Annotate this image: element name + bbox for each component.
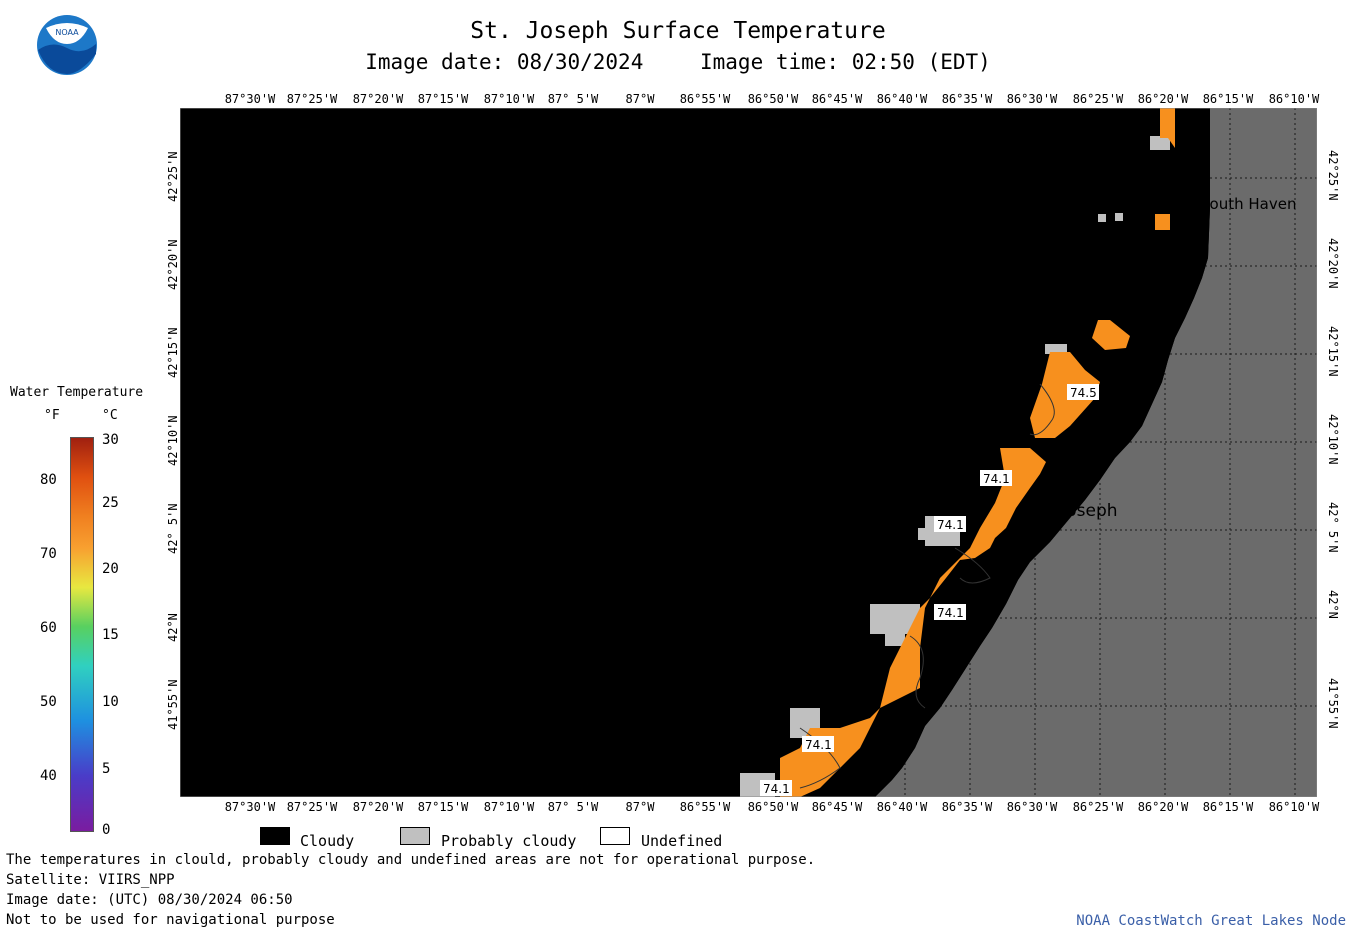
latitude-label: 42°15'N: [166, 327, 180, 378]
legend-unit-c: °C: [102, 408, 118, 423]
longitude-label: 87°15'W: [417, 92, 469, 106]
temperature-map: 74.5 74.1 74.1 74.1 74.1 74.1: [180, 108, 1317, 797]
longitude-label: 86°35'W: [941, 800, 993, 814]
longitude-label: 86°10'W: [1268, 92, 1320, 106]
longitude-label: 86°25'W: [1072, 800, 1124, 814]
longitude-label: 86°50'W: [747, 92, 799, 106]
city-label-south-haven: South Haven: [1200, 195, 1297, 213]
legend-tick-f: 50: [40, 694, 57, 710]
longitude-label: 87°20'W: [352, 92, 404, 106]
credit: NOAA CoastWatch Great Lakes Node: [1076, 913, 1346, 929]
legend-tick-f: 80: [40, 472, 57, 488]
legend-tick-c: 5: [102, 761, 111, 777]
latitude-label: 41°55'N: [1326, 678, 1340, 729]
legend-tick-f: 40: [40, 768, 57, 784]
latitude-label: 42°25'N: [166, 151, 180, 202]
longitude-label: 87°10'W: [483, 800, 535, 814]
longitude-label: 86°55'W: [679, 800, 731, 814]
latitude-label: 42°N: [1326, 590, 1340, 619]
land-area: [875, 108, 1317, 797]
longitude-label: 87°15'W: [417, 800, 469, 814]
longitude-label: 87°W: [625, 800, 655, 814]
contour-label: 74.1: [937, 606, 964, 620]
legend-unit-f: °F: [44, 408, 60, 423]
latitude-label: 42°20'N: [166, 239, 180, 290]
legend-tick-c: 20: [102, 561, 119, 577]
sst-areas: [780, 108, 1175, 797]
legend-tick-c: 10: [102, 694, 119, 710]
longitude-label: 86°40'W: [876, 800, 928, 814]
contour-label: 74.1: [937, 518, 964, 532]
swatch-undefined: [600, 827, 630, 845]
longitude-label: 87°W: [625, 92, 655, 106]
longitude-label: 87°25'W: [286, 92, 338, 106]
longitude-label: 87°25'W: [286, 800, 338, 814]
note-navigation: Not to be used for navigational purpose: [6, 912, 335, 928]
latitude-label: 42°10'N: [1326, 414, 1340, 465]
legend-title: Water Temperature: [10, 385, 144, 400]
contour-label: 74.1: [763, 782, 790, 796]
legend-tick-c: 15: [102, 627, 119, 643]
city-marker-south-haven: [1189, 185, 1199, 195]
latitude-label: 42° 5'N: [1326, 502, 1340, 553]
note-satellite: Satellite: VIIRS_NPP: [6, 872, 175, 888]
latitude-label: 42°20'N: [1326, 238, 1340, 289]
map-subtitle: Image date: 08/30/2024 Image time: 02:50…: [0, 50, 1356, 74]
longitude-label: 86°30'W: [1006, 800, 1058, 814]
city-marker-st-joseph: [1030, 485, 1040, 495]
latitude-label: 42°15'N: [1326, 326, 1340, 377]
legend-tick-f: 60: [40, 620, 57, 636]
longitude-label: 87°10'W: [483, 92, 535, 106]
latitude-label: 41°55'N: [166, 679, 180, 730]
longitude-label: 86°45'W: [811, 92, 863, 106]
note-operational: The temperatures in clould, probably clo…: [6, 852, 816, 868]
contour-label: 74.5: [1070, 386, 1097, 400]
noaa-logo: NOAA: [37, 15, 97, 75]
swatch-cloudy: [260, 827, 290, 845]
longitude-label: 87° 5'W: [547, 92, 599, 106]
contour-labels: 74.5 74.1 74.1 74.1 74.1 74.1: [760, 384, 1099, 796]
longitude-label: 87°30'W: [224, 92, 276, 106]
longitude-label: 86°25'W: [1072, 92, 1124, 106]
color-scale-bar: [70, 437, 94, 832]
legend-tick-c: 25: [102, 495, 119, 511]
latitude-label: 42°10'N: [166, 415, 180, 466]
map-title: St. Joseph Surface Temperature: [470, 18, 886, 44]
longitude-label: 86°10'W: [1268, 800, 1320, 814]
longitude-label: 86°20'W: [1137, 92, 1189, 106]
longitude-label: 87°30'W: [224, 800, 276, 814]
legend-tick-c: 0: [102, 822, 111, 838]
longitude-label: 86°30'W: [1006, 92, 1058, 106]
contour-label: 74.1: [805, 738, 832, 752]
longitude-label: 86°15'W: [1202, 800, 1254, 814]
longitude-label: 86°35'W: [941, 92, 993, 106]
graticule: [180, 108, 1317, 797]
note-utc-date: Image date: (UTC) 08/30/2024 06:50: [6, 892, 293, 908]
image-time: Image time: 02:50 (EDT): [700, 50, 991, 74]
key-probably-cloudy: Probably cloudy: [441, 832, 577, 850]
city-label-st-joseph: St. Joseph: [1033, 501, 1118, 521]
latitude-label: 42°N: [166, 613, 180, 642]
longitude-label: 87°20'W: [352, 800, 404, 814]
longitude-label: 86°40'W: [876, 92, 928, 106]
key-cloudy: Cloudy: [300, 832, 355, 850]
key-undefined: Undefined: [641, 832, 723, 850]
longitude-label: 86°45'W: [811, 800, 863, 814]
longitude-label: 86°15'W: [1202, 92, 1254, 106]
latitude-label: 42°25'N: [1326, 150, 1340, 201]
legend-tick-f: 70: [40, 546, 57, 562]
longitude-label: 86°20'W: [1137, 800, 1189, 814]
image-date: Image date: 08/30/2024: [365, 50, 644, 74]
contour-label: 74.1: [983, 472, 1010, 486]
noaa-logo-text: NOAA: [55, 28, 79, 37]
longitude-label: 86°55'W: [679, 92, 731, 106]
longitude-label: 87° 5'W: [547, 800, 599, 814]
latitude-label: 42° 5'N: [166, 503, 180, 554]
swatch-probably-cloudy: [400, 827, 430, 845]
legend-tick-c: 30: [102, 432, 119, 448]
longitude-label: 86°50'W: [747, 800, 799, 814]
